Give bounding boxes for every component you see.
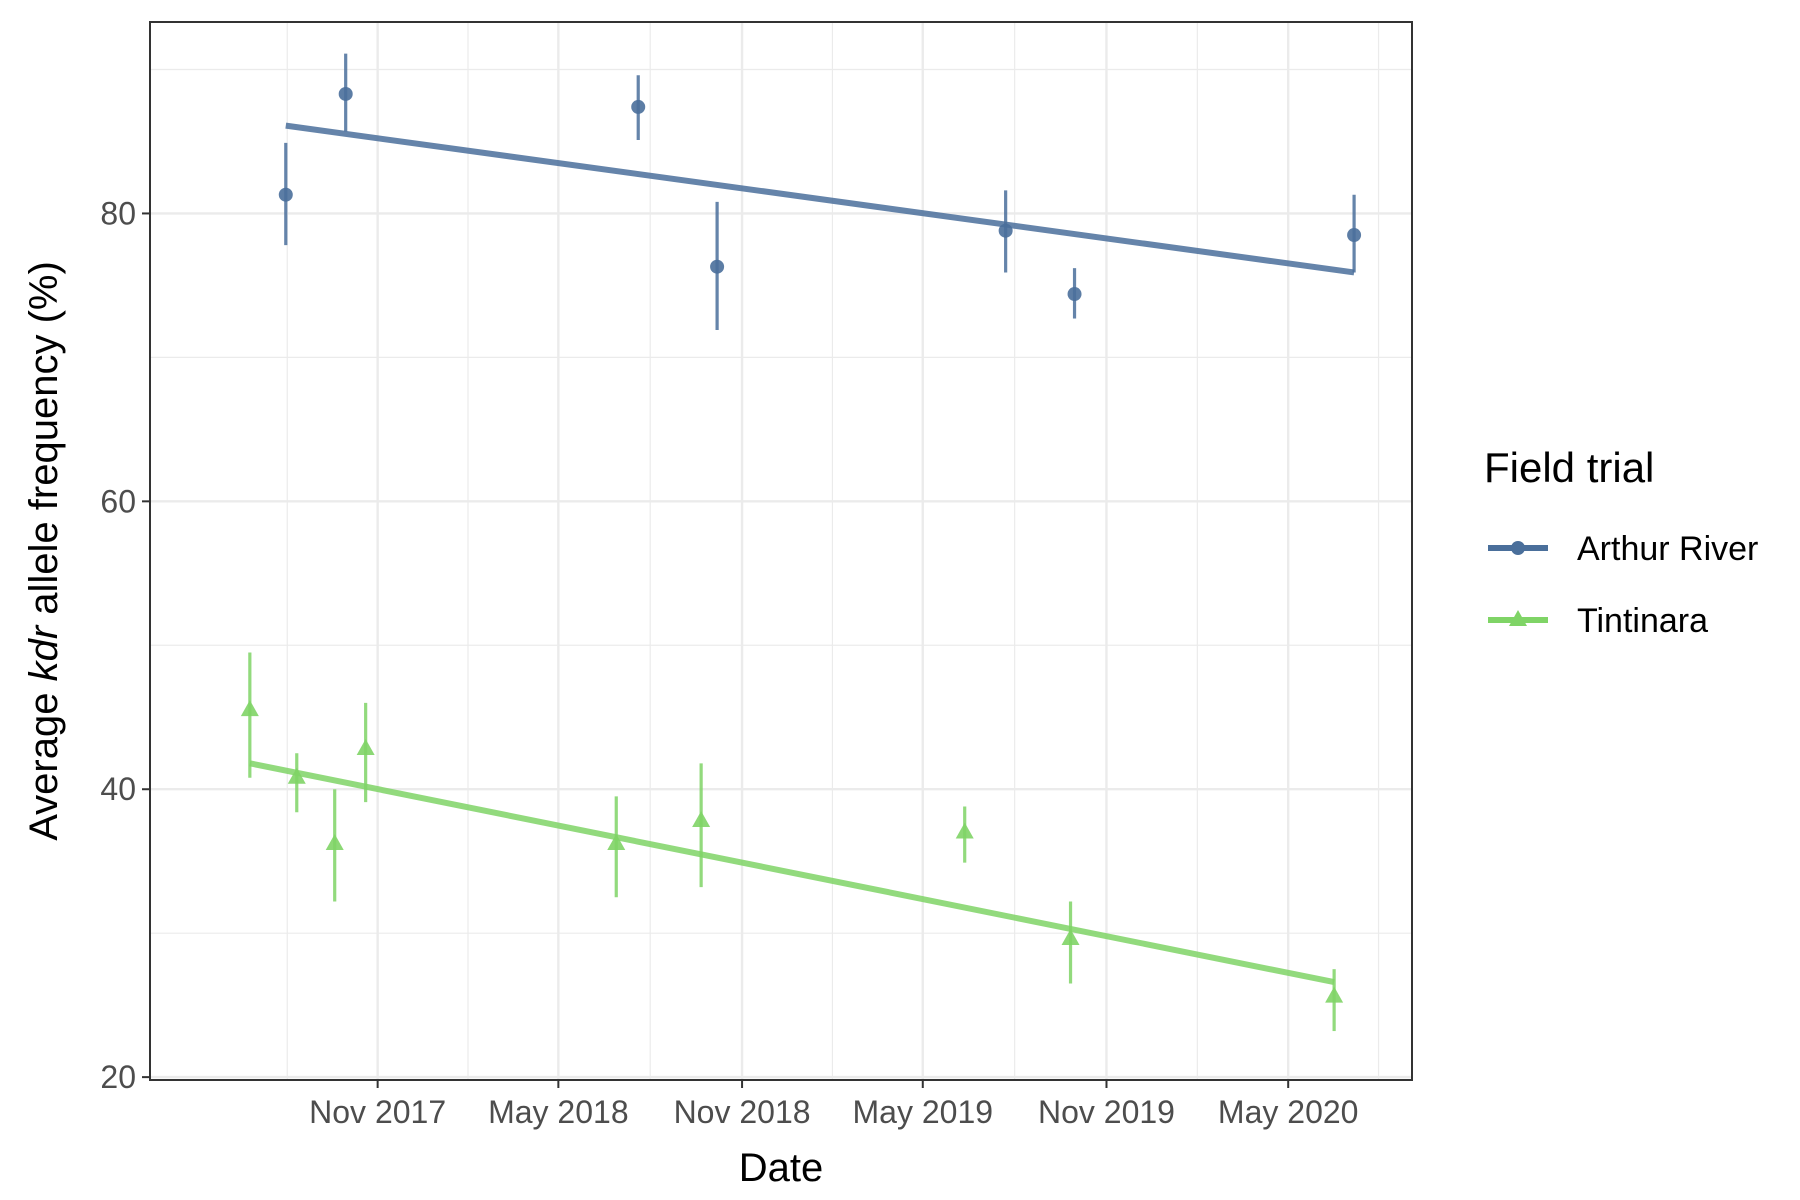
legend-key-marker-arthur-river [1511,541,1525,555]
y-tick-label: 80 [100,195,136,231]
point-tintinara [607,834,626,851]
point-arthur-river [278,187,293,202]
point-tintinara [1325,986,1344,1003]
x-tick-label: Nov 2019 [1038,1094,1175,1130]
trend-lines [249,122,1355,986]
x-axis-title: Date [739,1146,824,1190]
y-tick-label: 40 [100,771,136,807]
trend-line-tintinara [249,760,1335,986]
x-tick-label: Nov 2017 [309,1094,446,1130]
plot-background [150,22,1412,1080]
point-tintinara [692,810,711,827]
data-points [240,86,1362,1003]
y-axis-title-prefix: Average [22,681,66,840]
x-tick-label: Nov 2018 [674,1094,811,1130]
point-arthur-river [998,223,1013,238]
point-tintinara [1061,929,1080,946]
legend-label-tintinara: Tintinara [1577,602,1708,640]
point-arthur-river [1347,228,1362,243]
y-axis-title-suffix: allele frequency (%) [22,261,66,626]
y-axis-title: Average kdr allele frequency (%) [22,261,66,841]
trend-line-arthur-river [285,122,1355,276]
point-arthur-river [338,86,353,101]
point-arthur-river [710,259,725,274]
point-tintinara [240,700,259,717]
y-tick-label: 20 [100,1059,136,1095]
legend-key-marker-tintinara [1509,610,1527,626]
legend-title: Field trial [1484,444,1654,491]
x-tick-label: May 2020 [1218,1094,1359,1130]
x-tick-label: May 2019 [853,1094,994,1130]
point-tintinara [356,739,375,756]
point-arthur-river [1067,287,1082,302]
x-tick-label: May 2018 [488,1094,629,1130]
plot-border [149,21,1413,1081]
legend: Field trial Arthur River Tintinara [1484,444,1758,640]
point-tintinara [955,822,974,839]
legend-label-arthur-river: Arthur River [1577,530,1758,568]
grid [150,22,1412,1080]
point-tintinara [325,834,344,851]
axes: Nov 2017 May 2018 Nov 2018 May 2019 Nov 2019… [100,195,1358,1130]
y-tick-label: 60 [100,483,136,519]
y-axis-title-italic: kdr [22,624,66,681]
point-arthur-river [631,99,646,114]
point-tintinara [287,767,306,784]
